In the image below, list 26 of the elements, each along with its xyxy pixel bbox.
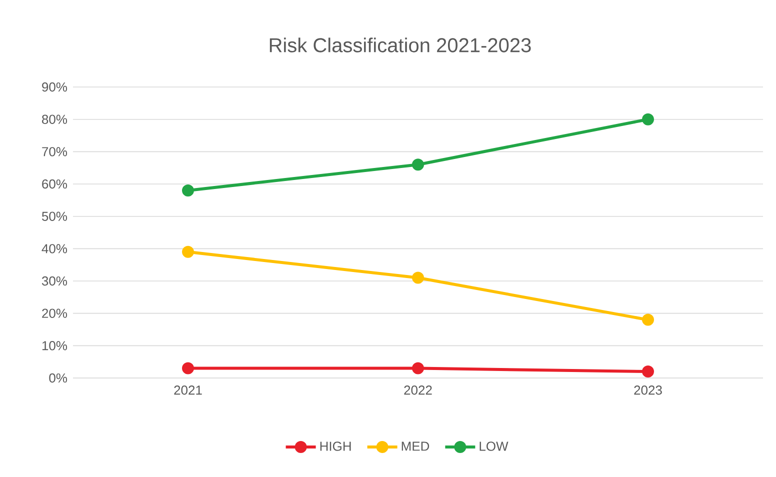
y-tick-label: 40% bbox=[42, 244, 68, 254]
point bbox=[412, 272, 424, 284]
x-tick-label: 2022 bbox=[404, 386, 432, 395]
point bbox=[412, 362, 424, 374]
legend-label: LOW bbox=[480, 442, 508, 451]
y-tick-label: 20% bbox=[42, 308, 68, 318]
y-tick-label: 10% bbox=[42, 341, 68, 350]
point bbox=[182, 362, 194, 374]
y-tick-label: 0% bbox=[49, 373, 68, 383]
legend-label: HIGH bbox=[320, 442, 351, 451]
y-tick-label: 30% bbox=[42, 276, 68, 286]
point bbox=[642, 113, 654, 126]
point bbox=[642, 314, 654, 326]
y-tick-label: 70% bbox=[42, 147, 68, 156]
x-tick-label: 2023 bbox=[634, 386, 662, 395]
point bbox=[412, 158, 424, 171]
chart-title: Risk Classification 2021-2023 bbox=[270, 38, 531, 52]
legend-label: MED bbox=[402, 442, 430, 451]
point bbox=[642, 366, 654, 378]
point bbox=[182, 184, 194, 196]
y-tick-label: 90% bbox=[42, 82, 68, 92]
y-tick-label: 80% bbox=[42, 114, 68, 124]
y-tick-label: 50% bbox=[42, 212, 68, 221]
x-tick-label: 2021 bbox=[174, 386, 202, 395]
y-tick-label: 60% bbox=[42, 179, 68, 189]
point bbox=[182, 246, 194, 258]
